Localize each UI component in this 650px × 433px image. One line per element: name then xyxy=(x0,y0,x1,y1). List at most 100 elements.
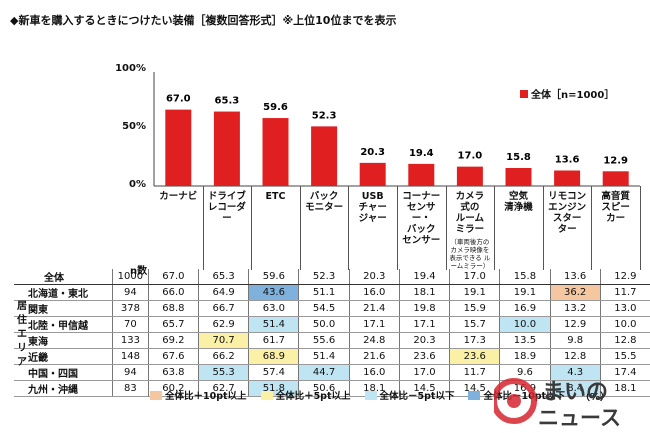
table-cell: 13.2 xyxy=(549,300,601,317)
table-cell: 12.9 xyxy=(549,316,601,333)
table-cell: 67.6 xyxy=(147,348,199,365)
row-n: 83 xyxy=(112,380,149,397)
row-n: 1000 xyxy=(112,269,149,285)
table-cell: 18.1 xyxy=(599,380,650,397)
table-cell: 13.5 xyxy=(499,332,551,349)
row-label: 中国・四国 xyxy=(14,364,113,381)
row-n: 70 xyxy=(112,316,149,333)
highlight-key: 全体比＋10pt以上 全体比＋5pt以上 全体比－5pt以下 全体比－10pt以下 xyxy=(150,388,565,402)
table-cell: 69.2 xyxy=(147,332,199,349)
table-cell: 43.6 xyxy=(248,284,299,301)
table-cell: 17.1 xyxy=(398,316,450,333)
table-cell: 19.1 xyxy=(449,284,500,301)
table-cell: 15.5 xyxy=(599,348,650,365)
table-row: 全体 1000 67.0 65.3 59.6 52.3 20.3 19.4 17.0 15.8 13… xyxy=(14,269,650,285)
column-divider xyxy=(640,186,641,270)
column-divider xyxy=(494,186,496,270)
bar-3 xyxy=(262,118,289,186)
legend-swatch xyxy=(520,89,528,98)
row-n: 94 xyxy=(112,284,149,301)
row-label: 北海道・東北 xyxy=(14,284,113,301)
table-cell: 17.1 xyxy=(348,316,400,333)
category-label-7: カメラ 式の ルーム ミラー （車両後方の カメラ映像を 表示できる ルームミラー） xyxy=(449,191,491,270)
column-divider xyxy=(348,186,350,270)
table-cell: 50.0 xyxy=(298,316,350,333)
table-cell: 23.6 xyxy=(398,348,450,365)
key-label: 全体比＋10pt以上 xyxy=(165,391,247,402)
table-cell: 67.0 xyxy=(147,269,199,285)
table-cell: 10.0 xyxy=(599,316,650,333)
table-cell: 63.8 xyxy=(147,364,199,381)
bar-value-label-2: 65.3 xyxy=(215,96,240,107)
table-cell: 16.0 xyxy=(348,364,400,381)
table-cell: 51.4 xyxy=(248,316,299,333)
table-cell: 13.0 xyxy=(599,300,650,317)
row-n: 148 xyxy=(112,348,149,365)
table-cell: 11.7 xyxy=(599,284,650,301)
table-cell: 59.6 xyxy=(248,269,299,285)
row-n: 133 xyxy=(112,332,149,349)
table-cell: 62.9 xyxy=(198,316,249,333)
ytick-50: 50% xyxy=(122,121,146,132)
table-row: 北陸・甲信越 70 65.7 62.9 51.4 50.0 17.1 17.1 15.7 10.0… xyxy=(14,316,650,333)
table-cell: 54.5 xyxy=(298,300,350,317)
table-cell: 66.7 xyxy=(198,300,249,317)
bar-value-label-1: 67.0 xyxy=(166,94,191,105)
table-cell: 57.4 xyxy=(248,364,299,381)
table-row: 北海道・東北 94 66.0 64.9 43.6 51.1 16.0 18.1 19.1 19.1… xyxy=(14,284,650,301)
category-label-6: コーナー センサー・ バック センサー xyxy=(402,191,441,246)
table-row: 九州・沖縄 83 60.2 62.7 51.8 50.6 18.1 14.5 14.5 16.9 8… xyxy=(14,380,650,397)
bars-group: 67.0 65.3 59.6 52.3 20.3 19.4 17.0 15.8 13.6 12.9 xyxy=(165,94,629,186)
key-item-1: 全体比＋10pt以上 xyxy=(150,388,247,402)
chart-title: ◆新車を購入するときにつけたい装備［複数回答形式］※上位10位までを表示 xyxy=(10,14,397,27)
table-cell: 13.6 xyxy=(549,269,601,285)
table-cell: 15.7 xyxy=(449,316,500,333)
table-cell: 65.3 xyxy=(198,269,249,285)
table-cell: 21.4 xyxy=(348,300,400,317)
table-cell: 66.0 xyxy=(147,284,199,301)
table-cell: 15.9 xyxy=(449,300,500,317)
table-cell: 19.4 xyxy=(398,269,450,285)
bar-6 xyxy=(408,163,435,186)
table-cell: 14.5 xyxy=(398,380,450,397)
category-label-9: リモコン エンジン スター ター xyxy=(548,191,587,235)
table-cell: 18.9 xyxy=(499,348,551,365)
legend: 全体［n=1000］ xyxy=(520,86,614,101)
key-item-2: 全体比＋5pt以上 xyxy=(260,388,351,402)
table-cell: 17.0 xyxy=(449,269,500,285)
key-label: 全体比＋5pt以上 xyxy=(275,391,351,402)
bar-7 xyxy=(456,166,483,186)
table-row: 中国・四国 94 63.8 55.3 57.4 44.7 16.0 17.0 11.7 9.6 4.… xyxy=(14,364,650,381)
table-cell: 23.6 xyxy=(449,348,500,365)
table-cell: 68.9 xyxy=(248,348,299,365)
unit-label: （%） xyxy=(579,392,610,403)
table-cell: 55.3 xyxy=(198,364,249,381)
data-table: 全体 1000 67.0 65.3 59.6 52.3 20.3 19.4 17.0 15.8 13… xyxy=(14,269,650,397)
bar-9 xyxy=(554,170,581,186)
category-label-4: バック モニター xyxy=(305,191,344,213)
key-swatch xyxy=(468,390,481,400)
table-cell: 17.4 xyxy=(599,364,650,381)
table-cell: 19.1 xyxy=(499,284,551,301)
table-cell: 12.8 xyxy=(549,348,601,365)
table-cell: 51.1 xyxy=(298,284,350,301)
svg-text:まいの: まいの xyxy=(542,380,608,405)
column-divider xyxy=(542,186,544,270)
category-label-3: ETC xyxy=(265,191,286,202)
column-divider xyxy=(591,186,593,270)
table-row: 関東 378 68.8 66.7 63.0 54.5 21.4 19.8 15.9 16.9 13.… xyxy=(14,300,650,317)
bar-value-label-7: 17.0 xyxy=(458,151,483,162)
table-cell: 51.4 xyxy=(298,348,350,365)
table-row: 東海 133 69.2 70.7 61.7 55.6 24.8 20.3 17.3 13.5 9.8… xyxy=(14,332,650,349)
category-note: （車両後方の カメラ映像を 表示できる ルームミラー） xyxy=(449,238,491,270)
category-label-1: カーナビ xyxy=(159,191,198,202)
svg-text:ニュース: ニュース xyxy=(538,406,621,429)
row-label: 近畿 xyxy=(14,348,113,365)
bar-value-label-8: 15.8 xyxy=(506,152,531,163)
table-cell: 36.2 xyxy=(549,284,601,301)
key-label: 全体比－5pt以下 xyxy=(379,391,455,402)
row-label: 北陸・甲信越 xyxy=(14,316,113,333)
category-label-10: 高音質 スピー カー xyxy=(601,191,630,224)
row-label: 九州・沖縄 xyxy=(14,380,113,397)
ytick-100: 100% xyxy=(115,63,146,74)
